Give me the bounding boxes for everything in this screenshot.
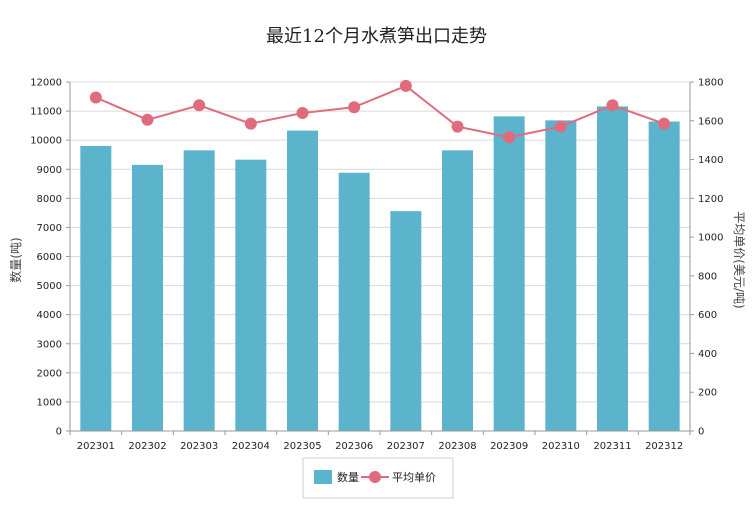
bar [338, 172, 370, 432]
bar-series [80, 106, 680, 432]
bar [390, 211, 422, 431]
x-tick-label: 202304 [232, 441, 270, 452]
chart-title: 最近12个月水煮笋出口走势 [266, 26, 487, 47]
line-series [89, 79, 671, 144]
legend-label-quantity: 数量 [337, 471, 359, 484]
bar [287, 130, 318, 432]
x-tick-label: 202310 [542, 441, 580, 452]
y2-axis-title: 平均单价(美元/吨) [732, 211, 746, 308]
y-tick-label: 12000 [30, 78, 62, 89]
bar [235, 159, 267, 431]
bar [183, 150, 215, 432]
x-tick-label: 202308 [438, 441, 476, 452]
y2-tick-label: 600 [698, 310, 717, 321]
y2-tick-label: 1400 [698, 155, 723, 166]
x-tick-label: 202312 [645, 441, 683, 452]
y-tick-label: 0 [56, 427, 62, 438]
avg-price-point [141, 113, 154, 126]
bar [493, 116, 525, 432]
avg-price-point [193, 99, 206, 112]
y2-tick-label: 800 [698, 271, 717, 282]
avg-price-point [296, 107, 309, 120]
y-tick-label: 10000 [30, 136, 62, 147]
y-tick-label: 1000 [37, 397, 62, 408]
bar [597, 106, 628, 432]
y2-tick-label: 1600 [698, 116, 723, 127]
avg-price-point [244, 117, 257, 130]
avg-price-point [554, 120, 567, 133]
x-tick-label: 202311 [593, 441, 631, 452]
y-tick-label: 5000 [37, 281, 62, 292]
legend-dot-swatch [369, 471, 381, 483]
bar [80, 145, 112, 431]
x-tick-label: 202306 [335, 441, 373, 452]
y2-tick-label: 1200 [698, 194, 723, 205]
y-tick-label: 4000 [37, 310, 62, 321]
x-tick-label: 202305 [283, 441, 321, 452]
y-axis-title: 数量(吨) [8, 237, 23, 282]
y-tick-label: 2000 [37, 368, 62, 379]
avg-price-line [95, 84, 665, 139]
avg-price-point [451, 120, 464, 133]
axis-layer [66, 81, 694, 435]
legend-label-avg-price: 平均单价 [392, 471, 436, 484]
x-tick-label: 202309 [490, 441, 528, 452]
legend-bar-swatch [314, 470, 332, 484]
y2-tick-label: 1000 [698, 233, 723, 244]
y-tick-label: 8000 [37, 194, 62, 205]
bar [132, 164, 163, 431]
avg-price-point [348, 101, 361, 114]
tick-labels: 0100020003000400050006000700080009000100… [30, 78, 723, 453]
avg-price-point [399, 79, 412, 92]
y2-tick-label: 0 [698, 427, 704, 438]
x-tick-label: 202302 [128, 441, 166, 452]
bar [545, 120, 577, 431]
avg-price-point [658, 117, 671, 130]
avg-price-point [606, 99, 619, 112]
avg-price-point [89, 91, 102, 104]
y-tick-label: 7000 [37, 223, 62, 234]
y2-tick-label: 200 [698, 388, 717, 399]
y-tick-label: 6000 [37, 252, 62, 263]
x-tick-label: 202307 [387, 441, 425, 452]
y2-tick-label: 400 [698, 349, 717, 360]
bar [442, 150, 473, 432]
avg-price-point [503, 131, 516, 144]
y2-tick-label: 1800 [698, 78, 723, 89]
x-tick-label: 202301 [77, 441, 115, 452]
legend: 数量 平均单价 [302, 457, 454, 499]
x-tick-label: 202303 [180, 441, 218, 452]
y-tick-label: 9000 [37, 165, 62, 176]
y-tick-label: 3000 [37, 339, 62, 350]
y-tick-label: 11000 [30, 107, 62, 118]
bar [648, 121, 680, 431]
